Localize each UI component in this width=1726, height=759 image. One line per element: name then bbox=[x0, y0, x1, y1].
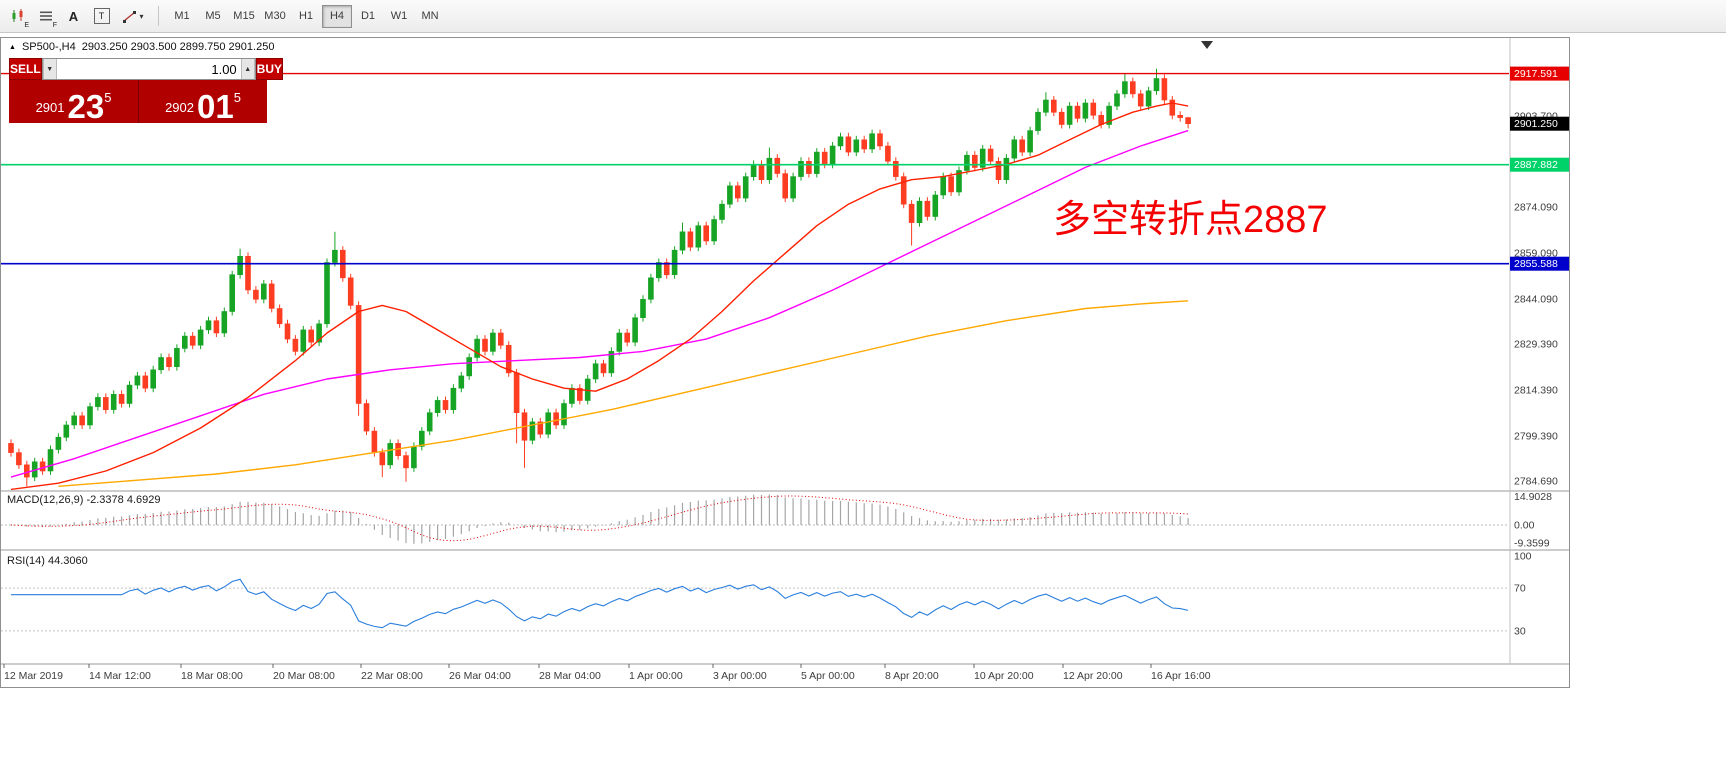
macd-signal-line bbox=[10, 495, 1189, 542]
list-icon bbox=[39, 11, 52, 21]
chevron-down-icon: ▾ bbox=[139, 11, 144, 21]
tool-badge: E bbox=[24, 22, 29, 29]
trendline-icon bbox=[123, 10, 137, 23]
svg-text:8 Apr 20:00: 8 Apr 20:00 bbox=[885, 670, 939, 682]
buy-quote[interactable]: 2902 01 5 bbox=[138, 80, 267, 123]
pivot-price-label bbox=[1510, 157, 1569, 172]
timeframe-button-h1[interactable]: H1 bbox=[291, 5, 321, 28]
svg-text:12 Apr 20:00: 12 Apr 20:00 bbox=[1063, 670, 1123, 682]
timeframe-toolbar: M1 M5 M15 M30 H1 H4 D1 W1 MN bbox=[167, 4, 445, 28]
chart-profile-button[interactable]: E bbox=[4, 3, 31, 29]
buy-button[interactable]: BUY bbox=[255, 58, 284, 80]
timeframe-button-w1[interactable]: W1 bbox=[384, 5, 414, 28]
chart-shift-marker[interactable] bbox=[1201, 41, 1213, 49]
svg-text:100: 100 bbox=[1514, 551, 1532, 563]
svg-text:22 Mar 08:00: 22 Mar 08:00 bbox=[361, 670, 423, 682]
svg-text:1 Apr 00:00: 1 Apr 00:00 bbox=[629, 670, 683, 682]
svg-text:2859.090: 2859.090 bbox=[1514, 248, 1558, 260]
svg-text:70: 70 bbox=[1514, 583, 1526, 595]
text-box-icon: T bbox=[93, 8, 110, 24]
one-click-trading-panel: SELL ▼ ▲ BUY 2901 23 5 2902 01 5 bbox=[9, 58, 284, 123]
chart-text-annotation[interactable]: 多空转折点2887 bbox=[1053, 199, 1328, 241]
draw-tools-button[interactable]: ▾ bbox=[116, 3, 150, 29]
macd-histogram bbox=[18, 494, 1189, 544]
svg-text:28 Mar 04:00: 28 Mar 04:00 bbox=[539, 670, 601, 682]
svg-text:2814.390: 2814.390 bbox=[1514, 385, 1558, 397]
svg-text:14.9028: 14.9028 bbox=[1514, 491, 1552, 503]
svg-text:12 Mar 2019: 12 Mar 2019 bbox=[4, 670, 63, 682]
macd-panel: 14.9028 0.00 -9.3599 MACD(12,26,9) -2.3378 … bbox=[1, 491, 1552, 549]
sell-button[interactable]: SELL bbox=[9, 58, 42, 80]
chart-ohlc-values: 2903.250 2903.500 2899.750 2901.250 bbox=[81, 41, 275, 53]
svg-text:10 Apr 20:00: 10 Apr 20:00 bbox=[974, 670, 1034, 682]
buy-price-sup: 5 bbox=[233, 90, 241, 105]
macd-label: MACD(12,26,9) -2.3378 4.6929 bbox=[7, 494, 160, 506]
timeframe-button-m5[interactable]: M5 bbox=[198, 5, 228, 28]
svg-text:5 Apr 00:00: 5 Apr 00:00 bbox=[801, 670, 855, 682]
buy-price-big: 01 bbox=[196, 87, 234, 125]
svg-text:2829.390: 2829.390 bbox=[1514, 339, 1558, 351]
timeframe-button-m1[interactable]: M1 bbox=[167, 5, 197, 28]
data-window-button[interactable]: F bbox=[32, 3, 59, 29]
symbol-marker-icon: ▲ bbox=[9, 43, 16, 51]
svg-text:20 Mar 08:00: 20 Mar 08:00 bbox=[273, 670, 335, 682]
sell-price-big: 23 bbox=[67, 87, 105, 125]
top-toolbar: E F A T ▾ M1 M5 M15 M30 H1 H4 D1 W1 MN bbox=[0, 0, 1726, 33]
tool-badge: F bbox=[52, 22, 57, 29]
text-label-button[interactable]: A bbox=[60, 3, 87, 29]
svg-text:2901.250: 2901.250 bbox=[1514, 118, 1558, 130]
svg-text:2784.690: 2784.690 bbox=[1514, 476, 1558, 488]
candlestick-chart-icon bbox=[12, 9, 22, 22]
svg-text:3 Apr 00:00: 3 Apr 00:00 bbox=[713, 670, 767, 682]
ma-magenta-line bbox=[10, 129, 1189, 478]
volume-increase-button[interactable]: ▲ bbox=[240, 59, 255, 79]
candles-layer bbox=[8, 68, 1191, 487]
ma-red-line bbox=[10, 102, 1189, 490]
sell-price-prefix: 2901 bbox=[35, 100, 65, 115]
volume-input[interactable] bbox=[56, 59, 241, 79]
chart-window: 2903.7002874.0902859.0902844.0902829.390… bbox=[0, 37, 1570, 688]
time-axis[interactable]: 12 Mar 2019 14 Mar 12:00 18 Mar 08:00 20 Ma… bbox=[3, 664, 1211, 682]
timeframe-button-m30[interactable]: M30 bbox=[260, 5, 290, 28]
svg-text:-9.3599: -9.3599 bbox=[1514, 537, 1550, 549]
toolbar-separator bbox=[158, 6, 159, 26]
sell-price-sup: 5 bbox=[104, 90, 112, 105]
timeframe-button-d1[interactable]: D1 bbox=[353, 5, 383, 28]
sell-quote[interactable]: 2901 23 5 bbox=[9, 80, 138, 123]
ma-orange-line bbox=[58, 300, 1189, 487]
buy-price-prefix: 2902 bbox=[165, 100, 194, 115]
svg-text:30: 30 bbox=[1514, 625, 1526, 637]
quote-display: 2901 23 5 2902 01 5 bbox=[9, 80, 267, 123]
rsi-line bbox=[11, 578, 1189, 629]
svg-text:2917.591: 2917.591 bbox=[1514, 68, 1558, 80]
svg-text:2874.090: 2874.090 bbox=[1514, 202, 1558, 214]
price-axis[interactable]: 2903.7002874.0902859.0902844.0902829.390… bbox=[1510, 66, 1569, 488]
timeframe-button-mn[interactable]: MN bbox=[415, 5, 445, 28]
chart-title: ▲ SP500-,H4 2903.250 2903.500 2899.750 2… bbox=[9, 41, 274, 53]
svg-text:2887.882: 2887.882 bbox=[1514, 159, 1558, 171]
timeframe-button-m15[interactable]: M15 bbox=[229, 5, 259, 28]
svg-text:16 Apr 16:00: 16 Apr 16:00 bbox=[1151, 670, 1211, 682]
chart-symbol-period: SP500-,H4 bbox=[21, 41, 76, 53]
bid-price-label bbox=[1510, 116, 1569, 131]
svg-text:18 Mar 08:00: 18 Mar 08:00 bbox=[181, 670, 243, 682]
text-label-icon: A bbox=[68, 8, 79, 24]
svg-text:0.00: 0.00 bbox=[1514, 520, 1535, 532]
chart-canvas[interactable]: 2903.7002874.0902859.0902844.0902829.390… bbox=[1, 38, 1569, 687]
timeframe-button-h4[interactable]: H4 bbox=[322, 4, 352, 28]
volume-control: ▼ ▲ bbox=[41, 58, 256, 80]
svg-text:2799.390: 2799.390 bbox=[1514, 431, 1558, 443]
rsi-label: RSI(14) 44.3060 bbox=[7, 555, 88, 567]
svg-text:14 Mar 12:00: 14 Mar 12:00 bbox=[89, 670, 151, 682]
resistance-price-label bbox=[1510, 66, 1569, 81]
svg-text:2844.090: 2844.090 bbox=[1514, 294, 1558, 306]
support-price-label bbox=[1510, 256, 1569, 271]
volume-decrease-button[interactable]: ▼ bbox=[42, 59, 57, 79]
svg-text:2855.588: 2855.588 bbox=[1514, 258, 1558, 270]
svg-text:26 Mar 04:00: 26 Mar 04:00 bbox=[449, 670, 511, 682]
text-box-button[interactable]: T bbox=[88, 3, 115, 29]
rsi-panel: 100 70 30 RSI(14) 44.3060 bbox=[1, 551, 1532, 637]
